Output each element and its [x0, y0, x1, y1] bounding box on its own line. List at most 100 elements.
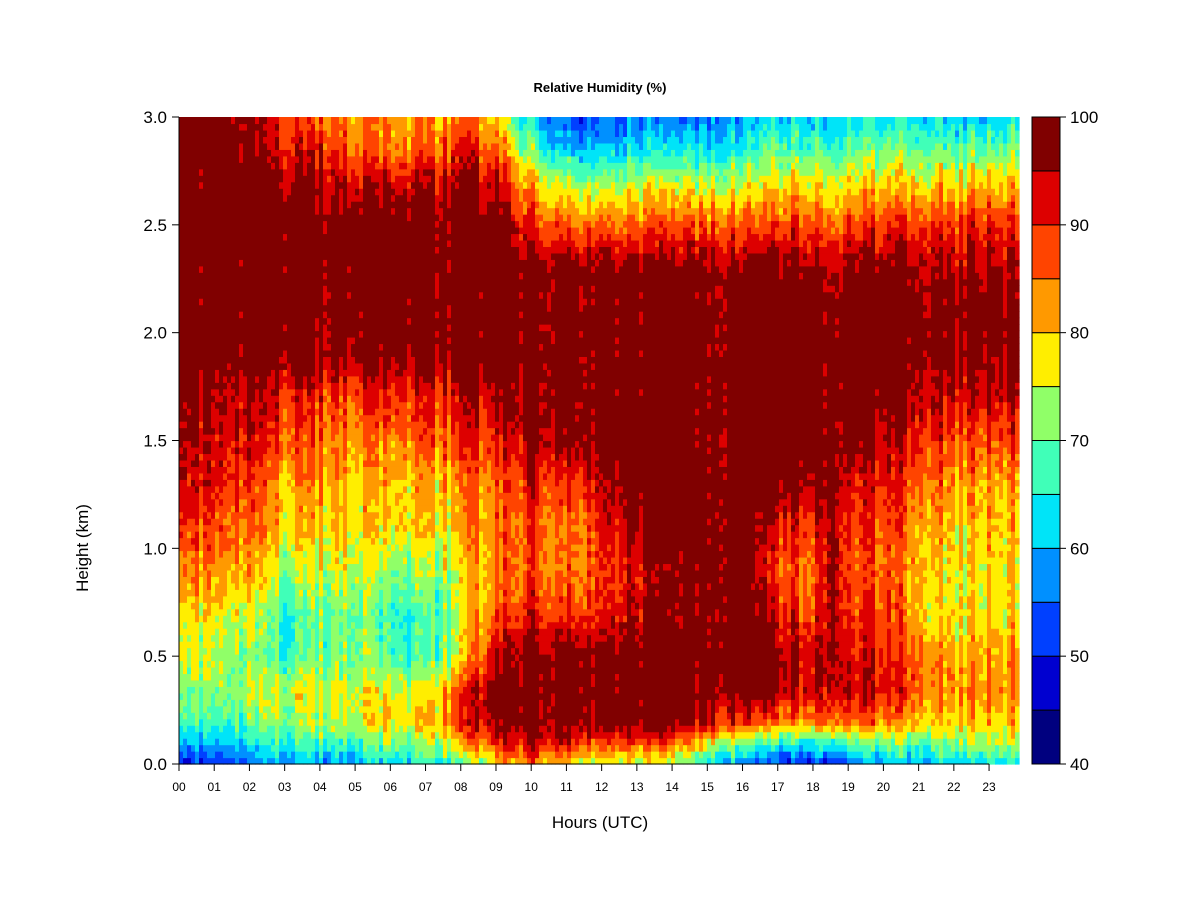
- heatmap-cell: [331, 117, 336, 125]
- heatmap-cell: [235, 421, 240, 429]
- heatmap-cell: [227, 427, 232, 435]
- heatmap-cell: [319, 699, 324, 707]
- heatmap-cell: [295, 349, 300, 357]
- heatmap-cell: [211, 356, 216, 364]
- heatmap-cell: [359, 615, 364, 623]
- heatmap-cell: [339, 628, 344, 636]
- heatmap-cell: [215, 628, 220, 636]
- heatmap-cell: [231, 175, 236, 183]
- heatmap-cell: [295, 498, 300, 506]
- heatmap-cell: [375, 595, 380, 603]
- heatmap-cell: [343, 324, 348, 332]
- heatmap-cell: [259, 731, 264, 739]
- heatmap-cell: [243, 725, 248, 733]
- heatmap-cell: [323, 356, 328, 364]
- heatmap-cell: [291, 731, 296, 739]
- heatmap-cell: [227, 343, 232, 351]
- heatmap-cell: [239, 615, 244, 623]
- heatmap-cell: [227, 563, 232, 571]
- heatmap-cell: [367, 634, 372, 642]
- heatmap-cell: [207, 324, 212, 332]
- heatmap-cell: [327, 705, 332, 713]
- heatmap-cell: [271, 524, 276, 532]
- heatmap-cell: [211, 692, 216, 700]
- heatmap-cell: [219, 214, 224, 222]
- heatmap-cell: [227, 615, 232, 623]
- heatmap-cell: [303, 278, 308, 286]
- heatmap-cell: [231, 544, 236, 552]
- heatmap-cell: [323, 479, 328, 487]
- heatmap-cell: [375, 705, 380, 713]
- heatmap-cell: [295, 369, 300, 377]
- heatmap-cell: [375, 757, 380, 765]
- heatmap-cell: [331, 414, 336, 422]
- heatmap-cell: [191, 731, 196, 739]
- heatmap-cell: [343, 259, 348, 267]
- heatmap-cell: [343, 446, 348, 455]
- heatmap-cell: [223, 427, 228, 435]
- heatmap-cell: [255, 511, 260, 519]
- heatmap-cell: [195, 129, 200, 138]
- heatmap-cell: [299, 317, 304, 325]
- heatmap-cell: [315, 194, 320, 202]
- heatmap-cell: [215, 369, 220, 377]
- heatmap-cell: [287, 602, 292, 610]
- heatmap-cell: [199, 285, 204, 293]
- heatmap-cell: [275, 511, 280, 519]
- heatmap-cell: [295, 576, 300, 584]
- heatmap-cell: [179, 705, 184, 713]
- heatmap-cell: [275, 453, 280, 461]
- heatmap-cell: [231, 569, 236, 577]
- heatmap-cell: [299, 751, 304, 759]
- heatmap-cell: [255, 453, 260, 461]
- heatmap-cell: [191, 136, 196, 144]
- heatmap-cell: [231, 304, 236, 312]
- heatmap-cell: [311, 544, 316, 552]
- heatmap-cell: [203, 692, 208, 700]
- heatmap-cell: [223, 440, 228, 448]
- heatmap-cell: [235, 563, 240, 571]
- heatmap-cell: [199, 505, 204, 513]
- heatmap-cell: [367, 401, 372, 409]
- heatmap-cell: [291, 744, 296, 752]
- heatmap-cell: [327, 356, 332, 364]
- heatmap-cell: [227, 582, 232, 590]
- heatmap-cell: [219, 414, 224, 422]
- heatmap-cell: [203, 162, 208, 170]
- heatmap-cell: [327, 582, 332, 590]
- heatmap-cell: [339, 492, 344, 500]
- heatmap-cell: [211, 226, 216, 235]
- heatmap-cell: [359, 168, 364, 176]
- heatmap-cell: [251, 731, 256, 739]
- heatmap-cell: [279, 498, 284, 506]
- heatmap-cell: [323, 304, 328, 312]
- heatmap-cell: [319, 162, 324, 170]
- heatmap-cell: [223, 492, 228, 500]
- heatmap-cell: [367, 220, 372, 228]
- heatmap-cell: [367, 408, 372, 416]
- heatmap-cell: [275, 330, 280, 338]
- heatmap-cell: [191, 291, 196, 299]
- heatmap-cell: [195, 576, 200, 584]
- heatmap-cell: [331, 712, 336, 720]
- heatmap-cell: [343, 550, 348, 558]
- heatmap-cell: [367, 459, 372, 467]
- heatmap-cell: [331, 628, 336, 636]
- heatmap-cell: [263, 705, 268, 713]
- heatmap-cell: [251, 207, 256, 215]
- heatmap-cell: [255, 375, 260, 383]
- heatmap-cell: [279, 602, 284, 610]
- heatmap-cell: [211, 123, 216, 131]
- heatmap-cell: [259, 602, 264, 610]
- heatmap-cell: [371, 330, 376, 338]
- heatmap-cell: [275, 168, 280, 176]
- heatmap-cell: [179, 505, 184, 513]
- heatmap-cell: [183, 485, 188, 493]
- heatmap-cell: [271, 666, 276, 675]
- heatmap-cell: [267, 408, 272, 416]
- heatmap-cell: [191, 188, 196, 196]
- heatmap-cell: [359, 654, 364, 662]
- heatmap-cell: [179, 712, 184, 720]
- heatmap-cell: [299, 453, 304, 461]
- heatmap-cell: [179, 582, 184, 590]
